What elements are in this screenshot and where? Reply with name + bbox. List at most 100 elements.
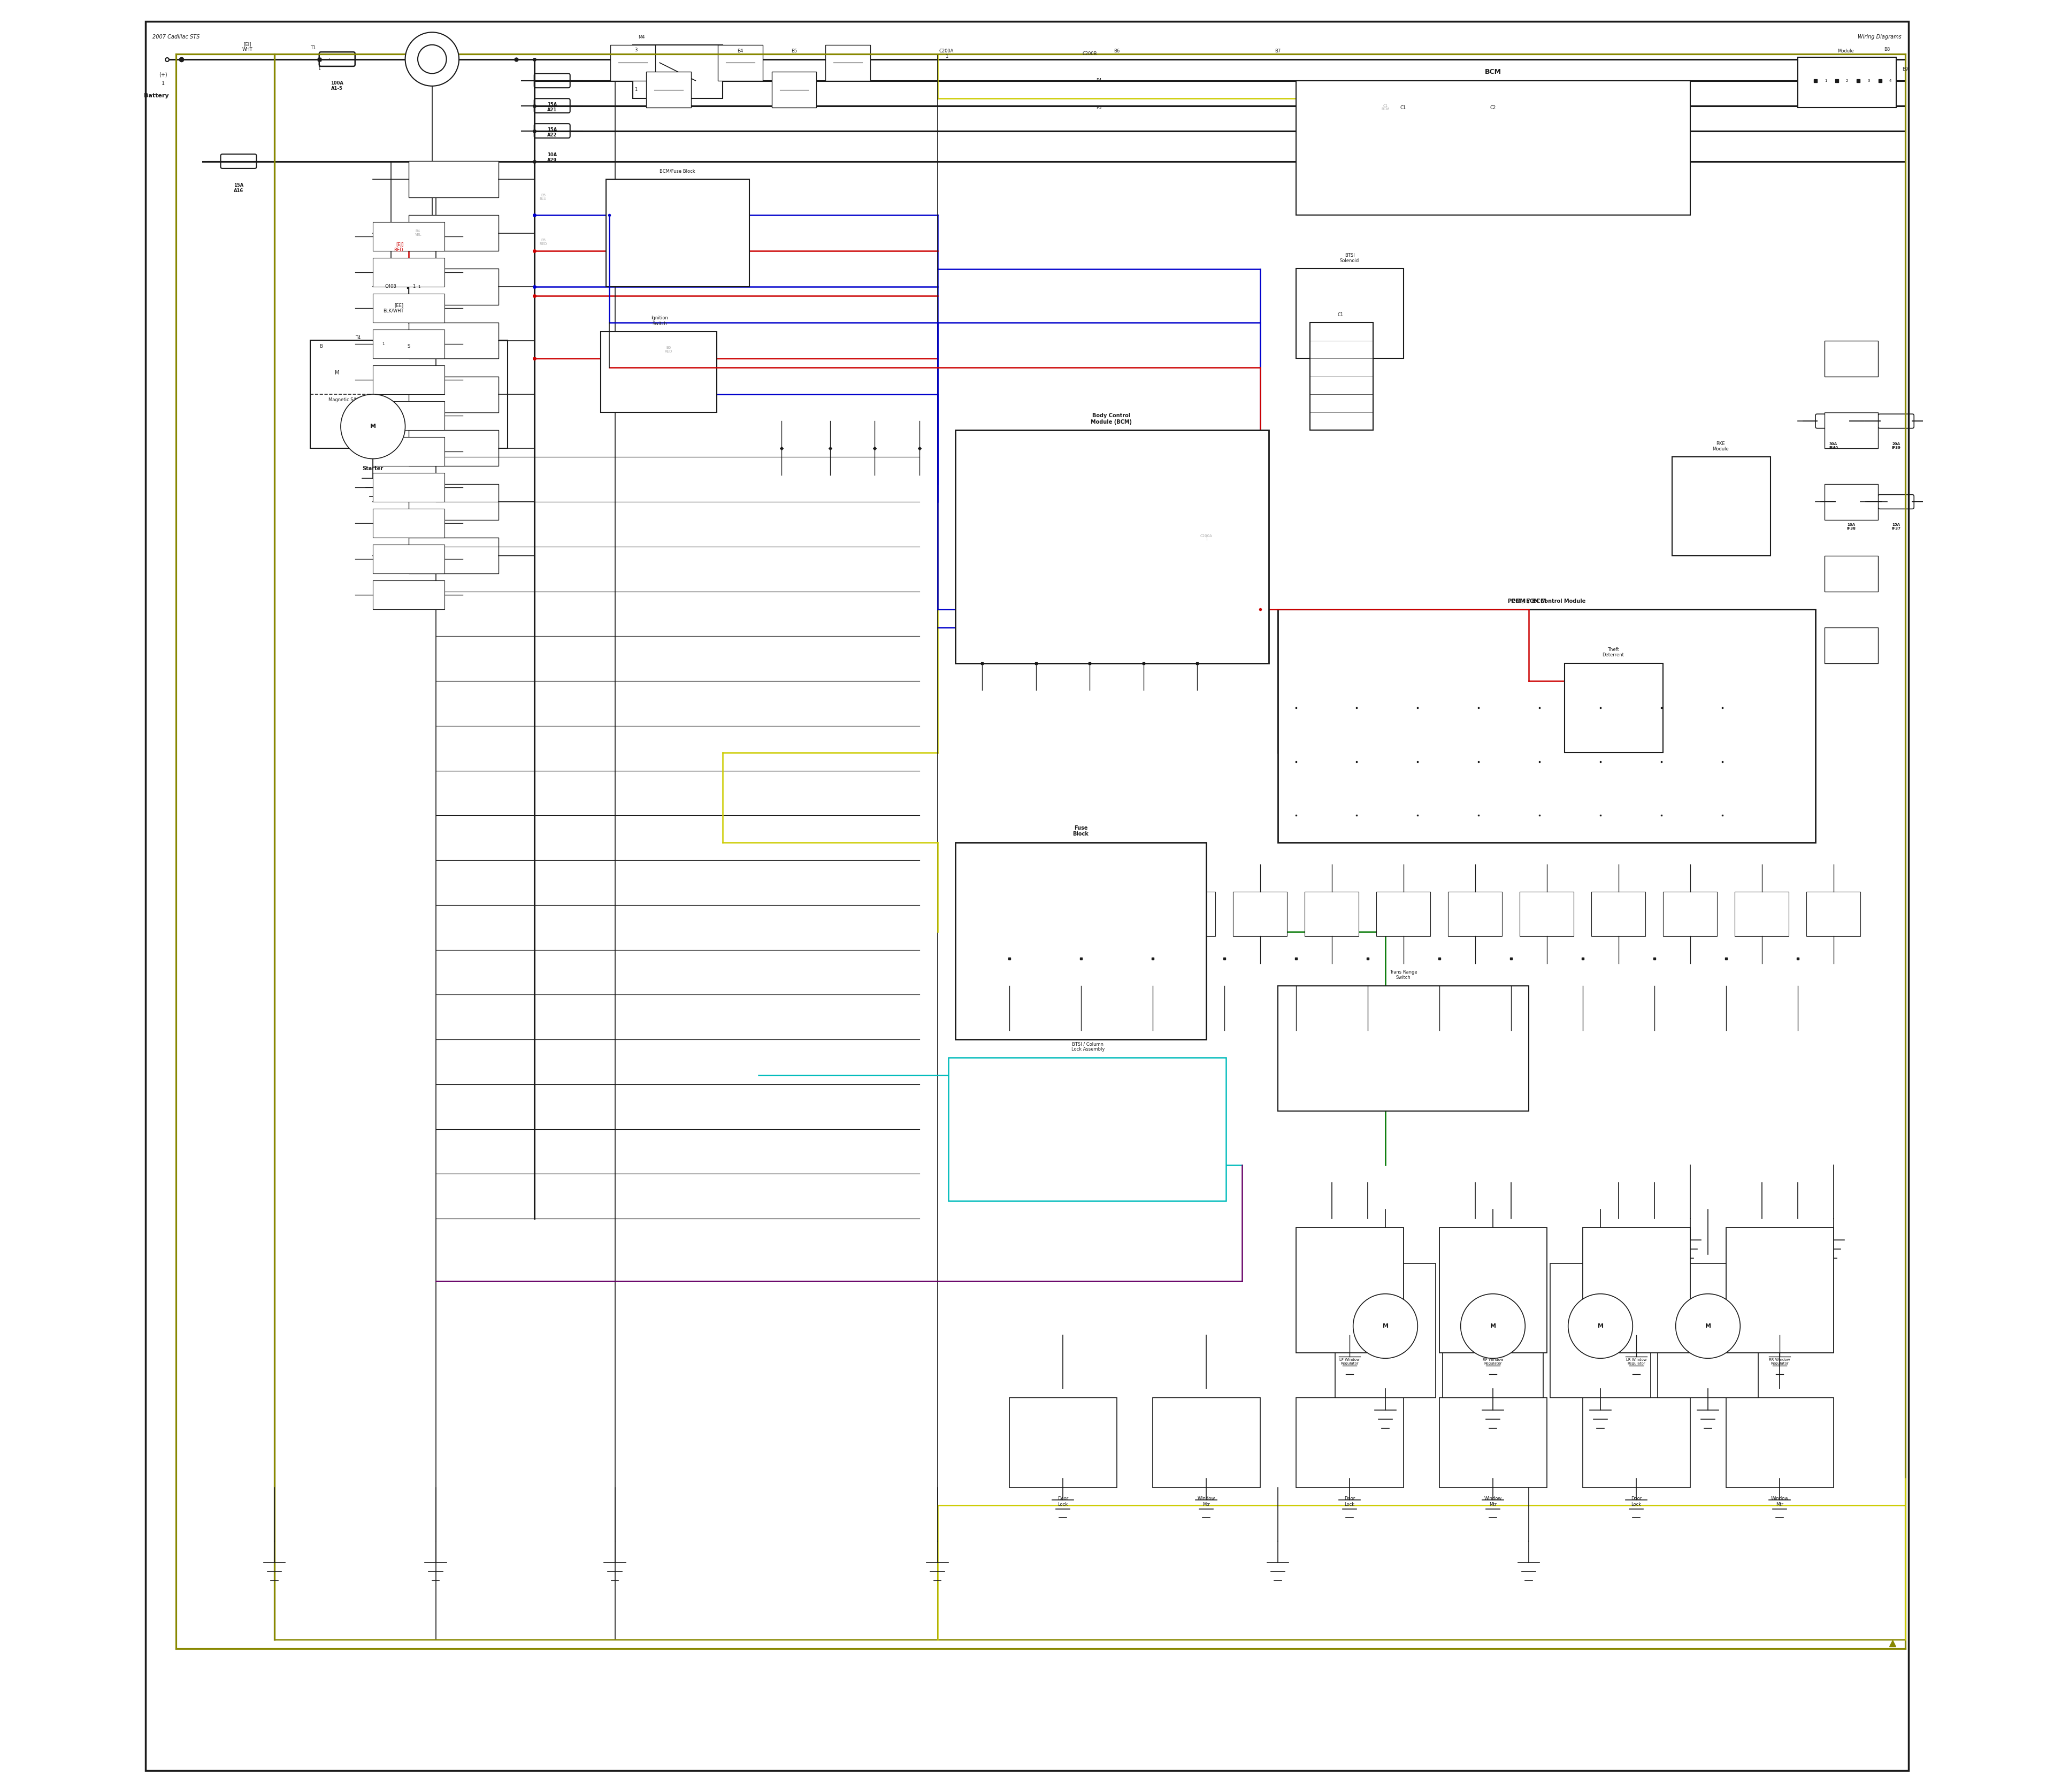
Text: 100A
A1-5: 100A A1-5 xyxy=(331,81,343,91)
Text: Trans Range
Switch: Trans Range Switch xyxy=(1389,969,1417,980)
Bar xyxy=(409,323,499,358)
Bar xyxy=(374,258,444,287)
Bar xyxy=(1296,1398,1403,1487)
Bar xyxy=(1824,412,1877,448)
Text: 2007 Cadillac STS: 2007 Cadillac STS xyxy=(152,34,199,39)
FancyBboxPatch shape xyxy=(1021,946,1052,978)
Bar xyxy=(1152,1398,1259,1487)
Text: [EJ]
RED: [EJ] RED xyxy=(394,242,403,253)
FancyBboxPatch shape xyxy=(1128,996,1161,1029)
Text: B8: B8 xyxy=(1884,47,1890,52)
Bar xyxy=(633,45,723,99)
Bar xyxy=(1310,323,1372,430)
Bar xyxy=(826,45,871,81)
Text: B5
RED: B5 RED xyxy=(540,238,546,246)
Text: C2: C2 xyxy=(1489,106,1495,109)
Text: Fuse
Block: Fuse Block xyxy=(1072,826,1089,837)
Bar xyxy=(1232,891,1286,935)
FancyBboxPatch shape xyxy=(534,73,571,88)
Bar xyxy=(409,484,499,520)
FancyBboxPatch shape xyxy=(1074,996,1105,1029)
Bar xyxy=(409,161,499,197)
Text: B5
BLU: B5 BLU xyxy=(540,194,546,201)
Text: S: S xyxy=(407,344,411,349)
Text: T4: T4 xyxy=(355,335,359,340)
Bar xyxy=(1805,891,1861,935)
Bar xyxy=(955,842,1206,1039)
Text: [EI]
WHT: [EI] WHT xyxy=(242,41,253,52)
Bar xyxy=(1440,1398,1547,1487)
Circle shape xyxy=(405,32,458,86)
Bar xyxy=(374,581,444,609)
Text: Window
Mtr: Window Mtr xyxy=(1483,1496,1501,1507)
Bar xyxy=(1442,1263,1543,1398)
Text: 10A
A29: 10A A29 xyxy=(546,152,557,163)
FancyBboxPatch shape xyxy=(1877,414,1914,428)
Bar xyxy=(374,437,444,466)
Bar xyxy=(1448,891,1501,935)
Bar xyxy=(1551,1263,1651,1398)
FancyBboxPatch shape xyxy=(1128,896,1161,928)
Text: P4: P4 xyxy=(1097,79,1101,82)
Bar xyxy=(310,340,507,448)
Text: M4: M4 xyxy=(639,34,645,39)
Text: 1: 1 xyxy=(635,88,637,91)
Text: 1: 1 xyxy=(382,342,384,346)
Text: 30A
IF40: 30A IF40 xyxy=(1828,443,1838,450)
Text: B: B xyxy=(318,344,322,349)
Text: Window
Mtr: Window Mtr xyxy=(1771,1496,1789,1507)
Text: B6
RED: B6 RED xyxy=(665,346,672,353)
FancyBboxPatch shape xyxy=(318,52,355,66)
Text: 1: 1 xyxy=(162,81,164,86)
Text: C200A
1: C200A 1 xyxy=(1200,534,1212,541)
Text: T1: T1 xyxy=(310,45,316,50)
Text: 1: 1 xyxy=(417,285,421,289)
FancyBboxPatch shape xyxy=(534,124,571,138)
Bar xyxy=(374,222,444,251)
Text: Ignition
Switch: Ignition Switch xyxy=(651,315,668,326)
Bar xyxy=(1725,1228,1834,1353)
Bar xyxy=(374,509,444,538)
Text: Door
Lock: Door Lock xyxy=(1631,1496,1641,1507)
Text: Module: Module xyxy=(1838,48,1855,54)
Bar xyxy=(1440,1228,1547,1353)
Bar xyxy=(1520,891,1573,935)
Bar xyxy=(1304,891,1358,935)
FancyBboxPatch shape xyxy=(1816,414,1851,428)
Text: B5: B5 xyxy=(791,48,797,54)
FancyBboxPatch shape xyxy=(534,99,571,113)
FancyBboxPatch shape xyxy=(220,154,257,168)
Text: PCM / ECM Control Module: PCM / ECM Control Module xyxy=(1508,599,1586,604)
Text: BCM: BCM xyxy=(1485,68,1501,75)
Text: B4
YEL: B4 YEL xyxy=(415,229,421,237)
Bar xyxy=(1009,1398,1117,1487)
Text: 15A
IF37: 15A IF37 xyxy=(1892,523,1900,530)
Bar xyxy=(1019,891,1072,935)
Text: (+): (+) xyxy=(158,72,168,77)
Bar xyxy=(1582,1398,1690,1487)
Text: 1: 1 xyxy=(413,285,415,289)
Text: C200A
1: C200A 1 xyxy=(939,48,953,59)
Text: PCM / ECM: PCM / ECM xyxy=(1512,599,1547,604)
Bar xyxy=(1161,891,1216,935)
Bar xyxy=(409,538,499,573)
Bar xyxy=(647,72,690,108)
Text: 15A
A22: 15A A22 xyxy=(546,127,557,138)
Text: Theft
Deterrent: Theft Deterrent xyxy=(1602,647,1625,658)
Bar xyxy=(1376,891,1430,935)
Text: M: M xyxy=(1382,1324,1389,1328)
Text: Starter: Starter xyxy=(362,466,384,471)
Bar xyxy=(1672,457,1771,556)
Text: Battery: Battery xyxy=(144,93,168,99)
Text: Wiring Diagrams: Wiring Diagrams xyxy=(1857,34,1902,39)
Bar xyxy=(1278,609,1779,753)
Bar xyxy=(374,473,444,502)
Text: Door
Lock: Door Lock xyxy=(1343,1496,1356,1507)
Text: C1
BCM: C1 BCM xyxy=(1380,104,1389,111)
Text: 1: 1 xyxy=(329,57,331,61)
Bar xyxy=(409,430,499,466)
Bar xyxy=(1278,986,1528,1111)
Text: M: M xyxy=(1705,1324,1711,1328)
Bar xyxy=(1824,627,1877,663)
FancyBboxPatch shape xyxy=(965,896,998,928)
